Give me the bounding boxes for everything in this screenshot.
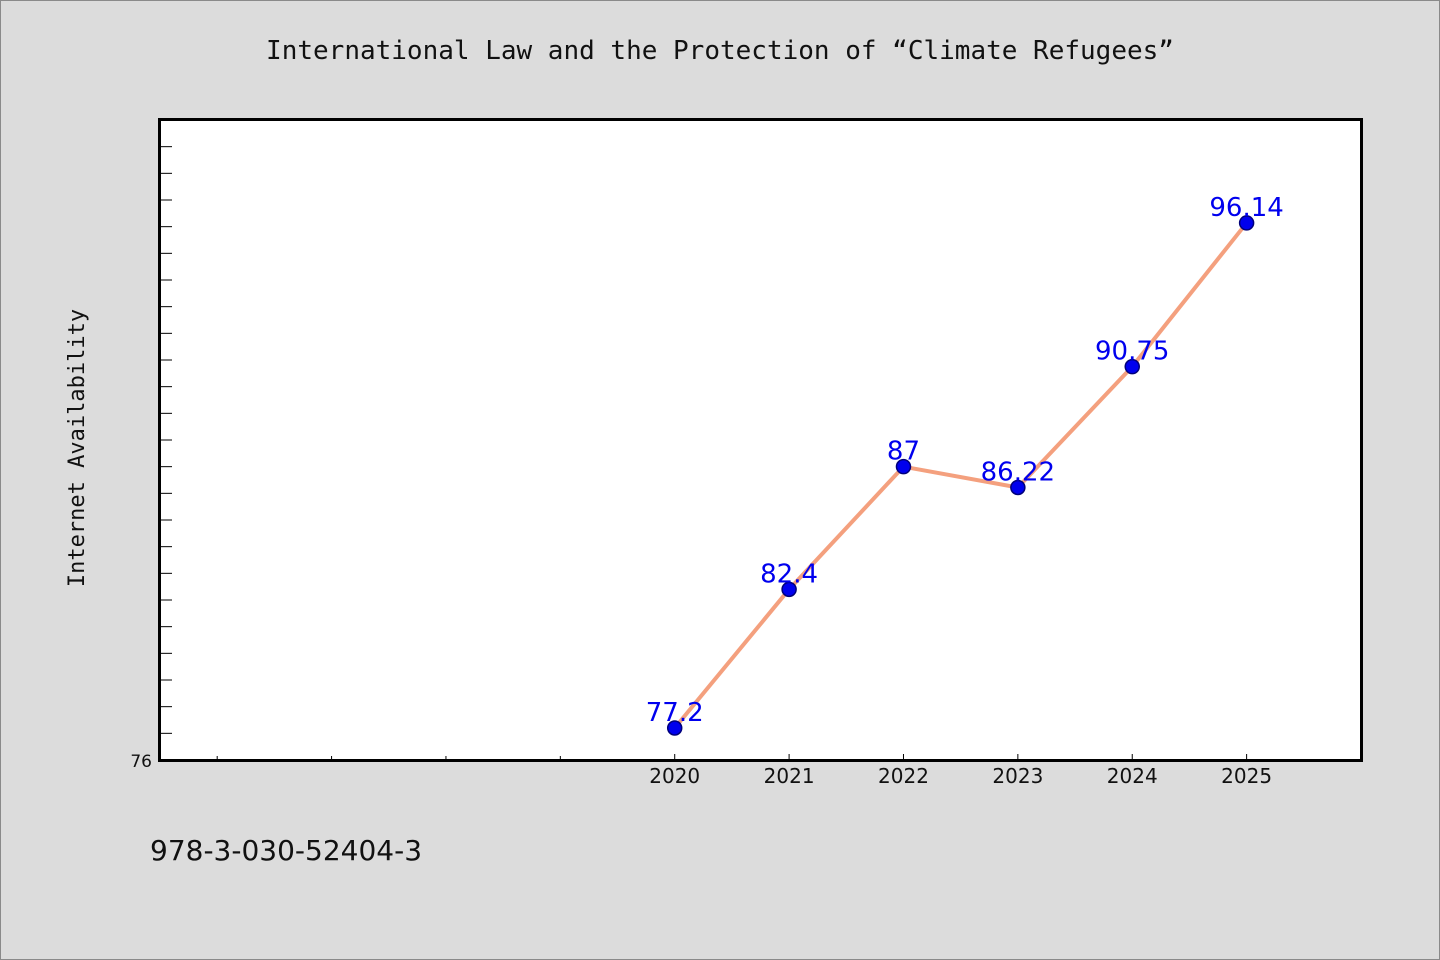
data-point	[1010, 479, 1026, 496]
y-axis-label: Internet Availability	[65, 309, 90, 587]
x-tick-label: 2023	[992, 764, 1043, 788]
series-line	[672, 220, 1249, 730]
data-point	[666, 720, 683, 736]
y-tick-label: 76	[130, 752, 152, 772]
data-point	[895, 458, 912, 475]
x-tick-label: 2020	[649, 764, 700, 788]
data-label: 87	[887, 437, 920, 467]
data-label: 77.2	[646, 698, 704, 728]
plot-area	[158, 118, 1363, 762]
data-point	[781, 581, 797, 598]
isbn-label: 978-3-030-52404-3	[150, 834, 423, 867]
x-tick-label: 2024	[1107, 764, 1158, 788]
data-label: 96.14	[1209, 193, 1283, 223]
x-tick-label: 2025	[1221, 764, 1272, 788]
x-tick-label: 2021	[764, 764, 815, 788]
data-label: 82.4	[760, 559, 818, 589]
data-label: 86.22	[981, 457, 1055, 487]
data-label: 90.75	[1095, 337, 1169, 367]
data-point	[1238, 215, 1255, 231]
x-tick-label: 2022	[878, 764, 929, 788]
chart-title: International Law and the Protection of …	[266, 36, 1174, 66]
data-point	[1124, 358, 1140, 375]
